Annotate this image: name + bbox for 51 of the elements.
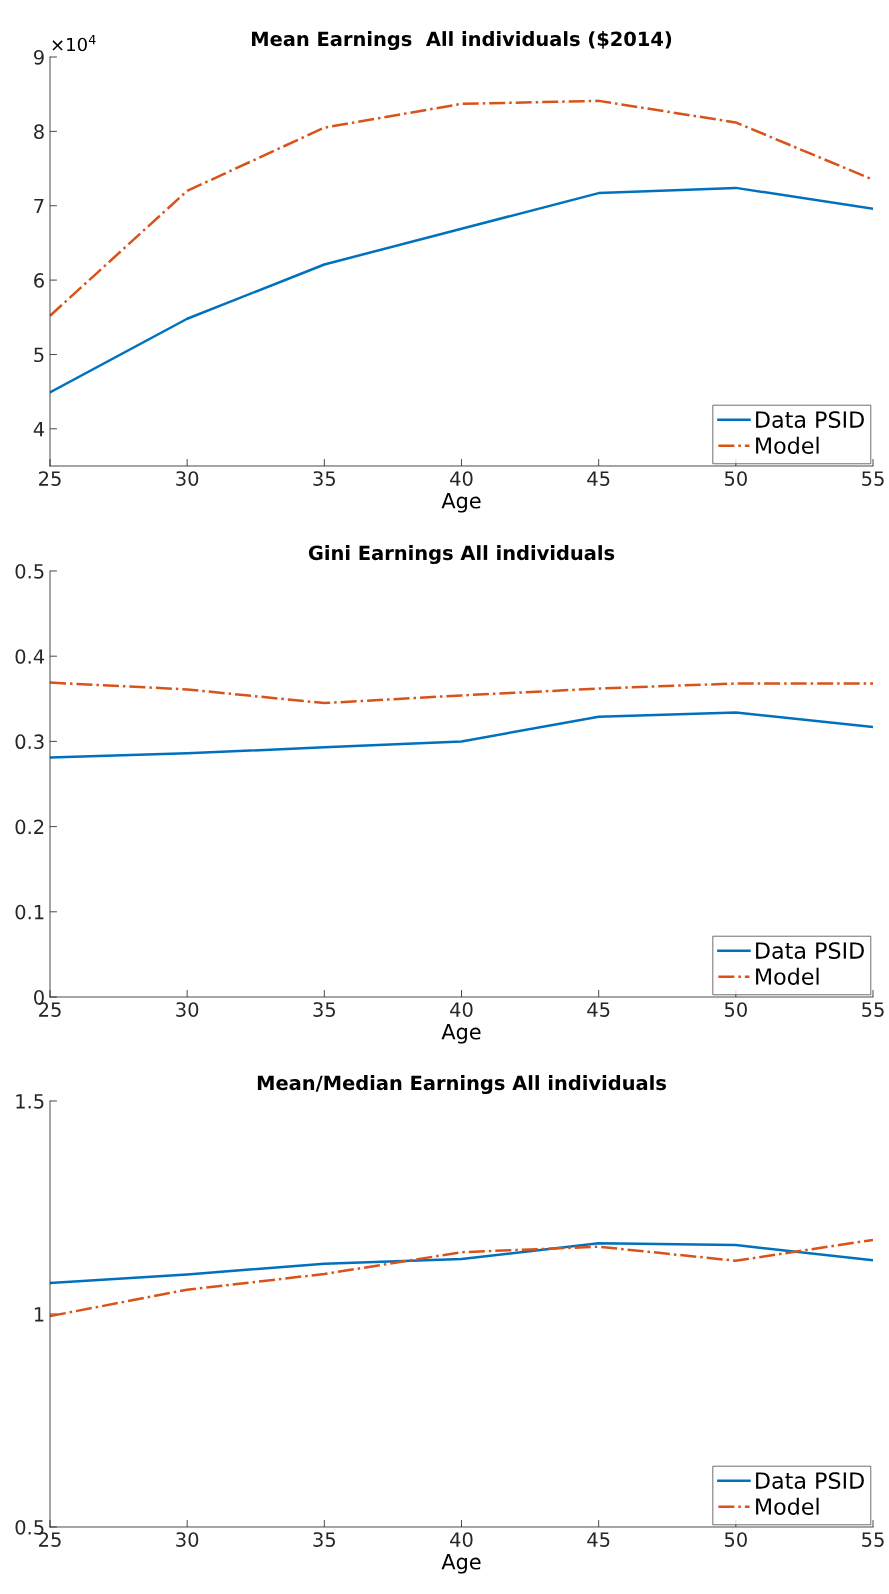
line-series (50, 186, 873, 394)
x-tick-label: 35 (313, 1002, 336, 1017)
y-tick-label: 0.5 (15, 563, 44, 579)
chart-title: Mean/Median Earnings All individuals (257, 1075, 666, 1095)
x-tick-label: 50 (724, 471, 747, 486)
legend-label: Model (756, 967, 819, 985)
y-tick-label: 0.4 (15, 649, 45, 664)
x-tick-label: 45 (587, 471, 610, 486)
x-tick-label: 35 (313, 1532, 336, 1547)
x-tick-label: 50 (724, 1532, 747, 1547)
y-tick-label: 6 (34, 273, 44, 288)
x-tick-label: 45 (587, 1532, 610, 1547)
x-tick-label: 35 (313, 471, 336, 486)
chart-title: Mean Earnings All individuals ($2014) (252, 31, 672, 51)
x-tick-label: 40 (450, 1532, 473, 1547)
x-axis-title: Age (441, 1554, 481, 1574)
legend-label: Data PSID (756, 411, 864, 428)
x-axis-title: Age (441, 493, 481, 513)
y-tick-label: 9 (33, 49, 44, 65)
x-tick-label: 50 (724, 1002, 747, 1017)
x-tick-label: 30 (176, 471, 199, 486)
legend-label: Model (756, 1497, 819, 1515)
line-series (50, 681, 873, 705)
legend-label: Data PSID (756, 942, 864, 959)
legend-label: Data PSID (756, 1472, 864, 1489)
line-series (50, 1242, 873, 1285)
y-tick-label: 8 (34, 124, 44, 140)
line-series (50, 1238, 873, 1318)
y-tick-label: 1.5 (16, 1094, 44, 1109)
x-axis-title: Age (441, 1024, 481, 1044)
x-tick-label: 45 (587, 1002, 610, 1017)
y-tick-label: 0.3 (15, 734, 44, 750)
y-tick-label: 1 (34, 1307, 44, 1322)
x-tick-label: 55 (862, 1532, 884, 1547)
text: ×10$^{4}$ (52, 34, 96, 52)
line-series (50, 99, 873, 318)
x-tick-label: 55 (862, 1002, 884, 1017)
y-tick-label: 0.1 (15, 904, 44, 920)
x-tick-label: 40 (450, 471, 473, 486)
x-tick-label: 25 (39, 471, 61, 486)
line-series (50, 711, 873, 759)
x-tick-label: 55 (862, 471, 884, 486)
y-tick-label: 4 (33, 422, 45, 437)
y-tick-label: 0.2 (15, 819, 44, 835)
y-tick-label: 5 (34, 347, 44, 363)
chart-title: Gini Earnings All individuals (308, 545, 615, 565)
legend-label: Model (756, 436, 819, 454)
x-tick-label: 30 (176, 1002, 199, 1017)
x-tick-label: 40 (450, 1002, 473, 1017)
x-tick-label: 30 (176, 1532, 199, 1547)
y-tick-label: 7 (34, 198, 44, 214)
